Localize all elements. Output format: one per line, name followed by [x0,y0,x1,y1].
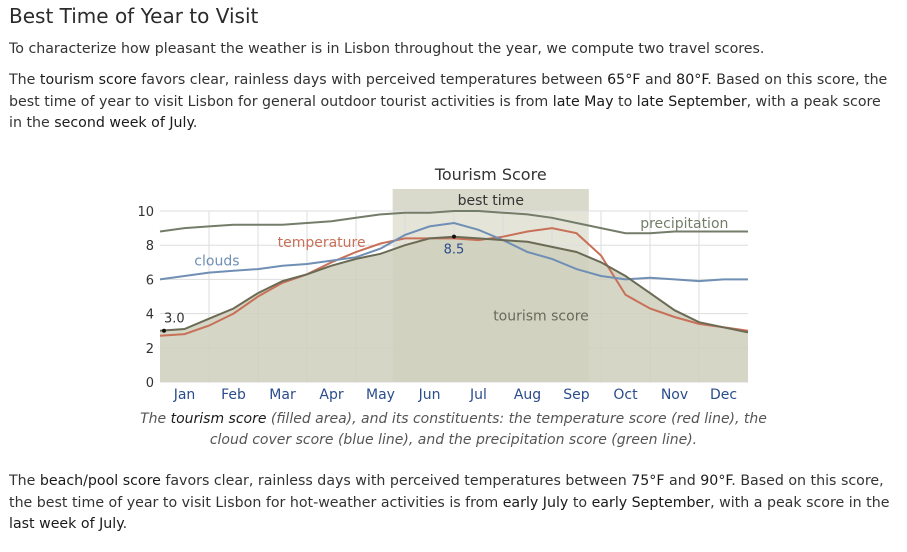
month-label: Jul [469,387,487,403]
month-label: Jan [173,387,196,403]
temp-high: 80°F [676,72,708,88]
y-tick-label: 4 [146,308,154,323]
annotation-dot [452,234,456,239]
peak-time: second week of July [54,115,193,131]
month-label: Apr [319,387,343,403]
text: . Based on this score, the best time of … [9,473,884,511]
text: The [9,72,40,88]
section-title: Best Time of Year to Visit [9,4,259,28]
tourism-score-link[interactable]: tourism score [39,72,137,88]
caption-line-1: The tourism score (filled area), and its… [0,409,907,430]
annotation-dot [162,328,166,333]
chart-caption: The tourism score (filled area), and its… [0,409,907,451]
series-label: temperature [278,235,366,251]
text: The [140,411,171,427]
text: . Based on this score, the best time of … [9,72,888,110]
text: . [122,516,128,532]
text: , with a peak score in the [9,93,881,132]
annotation-label: 3.0 [164,312,185,327]
y-tick-label: 8 [146,239,154,254]
peak-time: last week of July [9,516,123,532]
month-label: Aug [514,387,541,403]
beach-paragraph: The beach/pool score favors clear, rainl… [9,471,894,536]
chart-title: Tourism Score [434,165,547,184]
month-label: Feb [221,387,246,403]
clouds-line [159,221,748,283]
best-end: early September [591,494,711,511]
text: , with a peak score in the [710,494,890,511]
temp-low: 65°F [607,72,641,88]
month-label: Dec [710,387,737,403]
caption-score: tourism score [170,411,267,427]
text: and [664,473,701,489]
intro-text: To characterize how pleasant the weather… [9,41,765,57]
best-time-label: best time [458,193,524,209]
text: The [9,473,40,489]
tourism-paragraph: The tourism score favors clear, rainless… [9,70,894,135]
caption-line-2: cloud cover score (blue line), and the p… [209,432,698,448]
text: (filled area), and its constituents: the… [266,411,767,427]
text: favors clear, rainless days with perceiv… [160,473,632,489]
y-tick-label: 6 [146,273,154,288]
text: . [192,115,198,131]
month-label: May [366,387,395,403]
annotation-label: 8.5 [444,243,465,258]
best-start: early July [502,494,569,511]
month-label: Mar [269,387,296,403]
series-label: precipitation [640,216,728,232]
text: and [640,72,677,88]
best-start: late May [552,93,614,110]
y-tick-label: 10 [137,205,154,220]
text: favors clear, rainless days with perceiv… [136,72,608,88]
y-tick-label: 2 [146,342,154,357]
temp-high: 90°F [700,473,732,489]
text: to [568,494,592,511]
temp-low: 75°F [631,473,665,489]
precipitation-line [159,210,748,235]
chart-svg: best time Tourism Score 0 2 4 6 8 10 temperature… [137,165,749,403]
series-label: clouds [194,254,239,270]
best-time-header [392,189,589,211]
text: to [613,93,637,110]
beach-score-link[interactable]: beach/pool score [39,473,161,489]
series-label: tourism score [493,308,589,324]
best-end: late September [636,93,747,110]
month-label: Nov [661,387,688,403]
month-label: Oct [613,387,638,403]
month-label: Jun [418,387,441,403]
tourism-score-chart: best time Tourism Score 0 2 4 6 8 10 temperature… [0,155,907,455]
y-tick-label: 0 [146,376,154,391]
tourism-score-area [160,236,748,382]
month-label: Sep [563,387,590,403]
